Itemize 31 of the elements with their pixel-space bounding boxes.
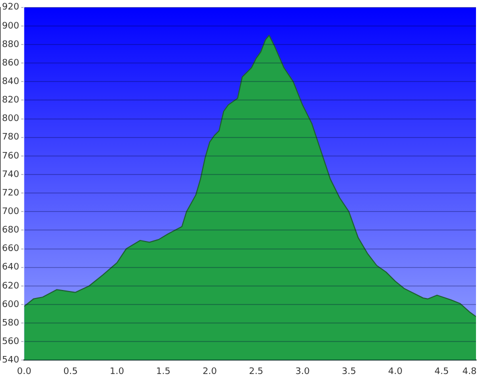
y-tick-label: 820 <box>2 96 20 106</box>
x-tick-label: 2.5 <box>248 366 264 377</box>
x-tick-label: 4.8 <box>462 366 477 377</box>
y-tick-label: 880 <box>2 40 20 50</box>
y-tick-label: 540 <box>2 356 20 366</box>
y-tick-label: 920 <box>2 2 20 13</box>
y-tick-label: 660 <box>2 244 20 254</box>
y-tick-label: 560 <box>2 336 20 347</box>
x-tick-label: 1.5 <box>156 366 171 377</box>
y-tick-label: 580 <box>2 318 20 328</box>
y-tick-label: 600 <box>2 300 20 310</box>
y-tick-label: 740 <box>2 170 20 180</box>
y-tick-label: 620 <box>2 281 20 292</box>
x-tick-label: 3.5 <box>342 366 356 377</box>
y-tick-label: 860 <box>2 58 20 68</box>
y-tick-label: 700 <box>2 206 20 217</box>
x-tick-label: 1.0 <box>110 366 124 377</box>
y-tick-label: 800 <box>2 114 20 124</box>
x-tick-label: 2.0 <box>202 366 218 377</box>
y-tick-label: 720 <box>2 188 20 198</box>
y-tick-label: 760 <box>2 151 20 162</box>
y-tick-label: 640 <box>2 262 20 273</box>
x-tick-label: 3.0 <box>295 366 310 377</box>
y-tick-label: 840 <box>2 77 20 88</box>
x-tick-label: 4.0 <box>388 366 403 377</box>
y-tick-label: 900 <box>2 21 20 32</box>
y-tick-label: 680 <box>2 226 20 236</box>
y-tick-label: 780 <box>2 132 20 143</box>
x-tick-label: 0.5 <box>63 366 78 377</box>
x-tick-label: 4.5 <box>434 366 449 377</box>
x-tick-label: 0.0 <box>17 366 32 377</box>
